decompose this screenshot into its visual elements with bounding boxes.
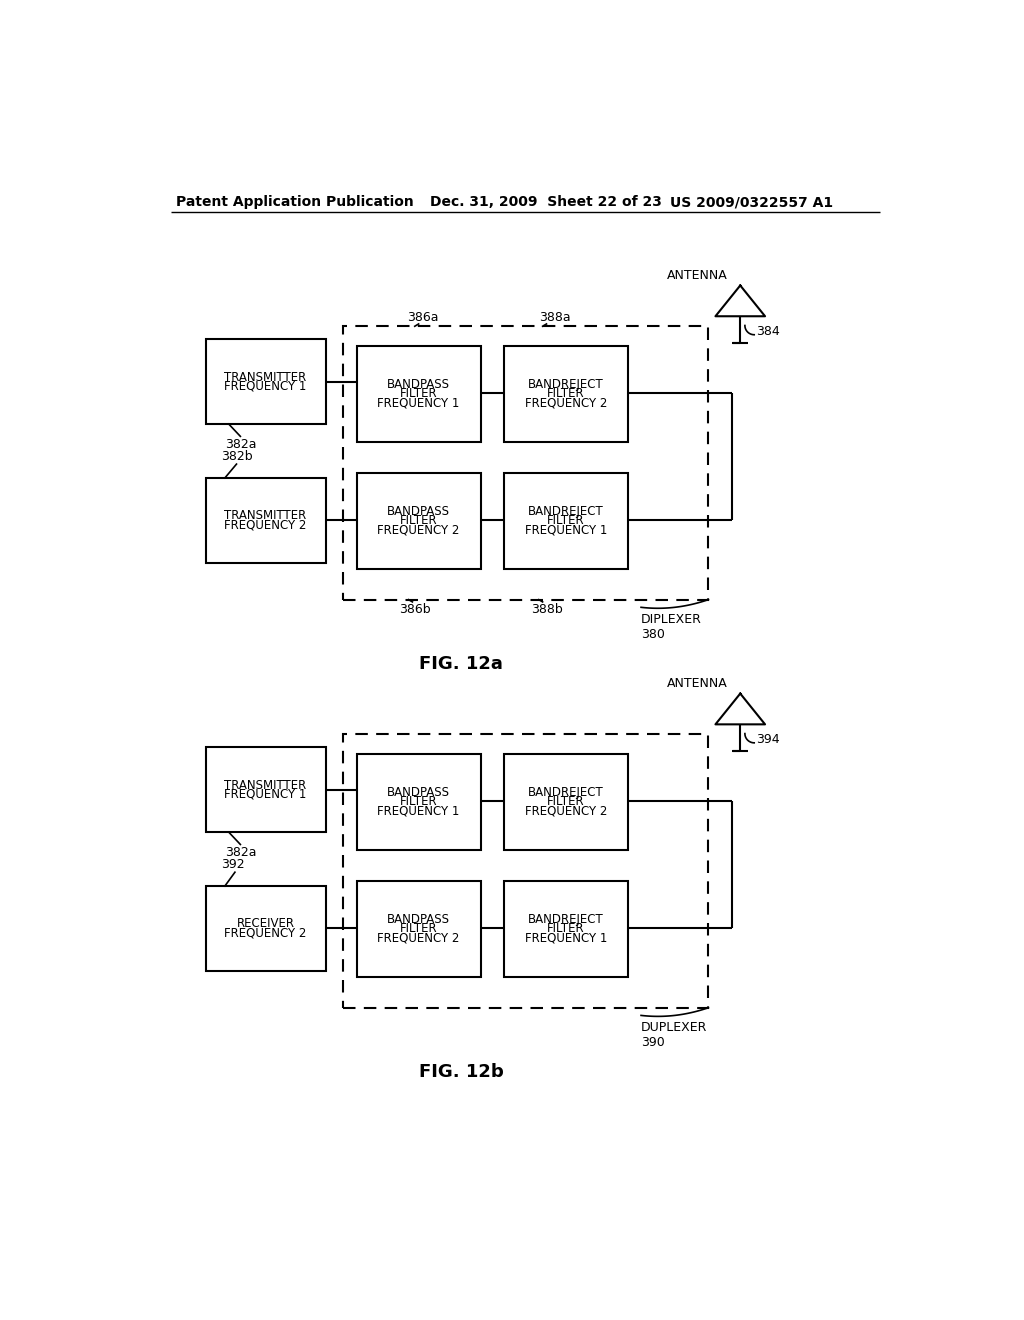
Text: 388a: 388a	[539, 312, 570, 323]
Text: 384: 384	[756, 325, 779, 338]
Text: FILTER: FILTER	[547, 923, 585, 936]
Text: FREQUENCY 2: FREQUENCY 2	[378, 523, 460, 536]
Bar	[206, 339, 326, 424]
Text: TRANSMITTER: TRANSMITTER	[224, 371, 306, 384]
Text: Dec. 31, 2009  Sheet 22 of 23: Dec. 31, 2009 Sheet 22 of 23	[430, 195, 663, 210]
Bar	[343, 734, 709, 1007]
Text: FREQUENCY 1: FREQUENCY 1	[224, 380, 307, 393]
Text: 388b: 388b	[531, 603, 563, 616]
Text: ANTENNA: ANTENNA	[668, 268, 728, 281]
Text: BANDREJECT: BANDREJECT	[528, 913, 604, 927]
Text: 386b: 386b	[399, 603, 431, 616]
Text: 382b: 382b	[221, 450, 253, 462]
Text: FREQUENCY 2: FREQUENCY 2	[224, 927, 307, 940]
Text: FILTER: FILTER	[547, 387, 585, 400]
Text: FREQUENCY 1: FREQUENCY 1	[378, 396, 460, 409]
Text: 386a: 386a	[407, 312, 438, 323]
Text: Patent Application Publication: Patent Application Publication	[176, 195, 414, 210]
Text: 382a: 382a	[225, 846, 256, 859]
Bar	[206, 886, 326, 970]
Text: DIPLEXER
380: DIPLEXER 380	[641, 612, 701, 640]
Bar	[343, 326, 709, 599]
Text: BANDPASS: BANDPASS	[387, 913, 451, 927]
Text: FREQUENCY 2: FREQUENCY 2	[524, 804, 607, 817]
Text: FREQUENCY 1: FREQUENCY 1	[524, 523, 607, 536]
Text: FREQUENCY 2: FREQUENCY 2	[524, 396, 607, 409]
Text: 382a: 382a	[225, 438, 256, 451]
Text: US 2009/0322557 A1: US 2009/0322557 A1	[671, 195, 834, 210]
Text: 394: 394	[756, 733, 779, 746]
Text: FREQUENCY 1: FREQUENCY 1	[524, 932, 607, 944]
Text: TRANSMITTER: TRANSMITTER	[224, 779, 306, 792]
Text: BANDPASS: BANDPASS	[387, 506, 451, 517]
Bar	[504, 880, 628, 977]
Bar	[504, 473, 628, 569]
Text: FILTER: FILTER	[547, 795, 585, 808]
Bar	[356, 473, 480, 569]
Bar	[206, 747, 326, 832]
Bar	[206, 478, 326, 562]
Text: TRANSMITTER: TRANSMITTER	[224, 510, 306, 523]
Text: ANTENNA: ANTENNA	[668, 677, 728, 689]
Text: FILTER: FILTER	[399, 923, 437, 936]
Text: FIG. 12b: FIG. 12b	[419, 1063, 504, 1081]
Text: FIG. 12a: FIG. 12a	[419, 655, 503, 673]
Text: FILTER: FILTER	[399, 795, 437, 808]
Text: RECEIVER: RECEIVER	[237, 917, 295, 931]
Text: FILTER: FILTER	[399, 515, 437, 527]
Bar	[504, 346, 628, 442]
Text: FILTER: FILTER	[547, 515, 585, 527]
Text: BANDREJECT: BANDREJECT	[528, 506, 604, 517]
Text: DUPLEXER
390: DUPLEXER 390	[641, 1020, 708, 1049]
Bar	[504, 754, 628, 850]
Text: FREQUENCY 1: FREQUENCY 1	[224, 788, 307, 801]
Text: BANDPASS: BANDPASS	[387, 787, 451, 799]
Text: FILTER: FILTER	[399, 387, 437, 400]
Bar	[356, 880, 480, 977]
Text: FREQUENCY 2: FREQUENCY 2	[378, 932, 460, 944]
Text: FREQUENCY 1: FREQUENCY 1	[378, 804, 460, 817]
Bar	[356, 754, 480, 850]
Bar	[356, 346, 480, 442]
Text: BANDREJECT: BANDREJECT	[528, 787, 604, 799]
Text: BANDPASS: BANDPASS	[387, 378, 451, 391]
Text: BANDREJECT: BANDREJECT	[528, 378, 604, 391]
Text: 392: 392	[221, 858, 245, 871]
Text: FREQUENCY 2: FREQUENCY 2	[224, 519, 307, 532]
